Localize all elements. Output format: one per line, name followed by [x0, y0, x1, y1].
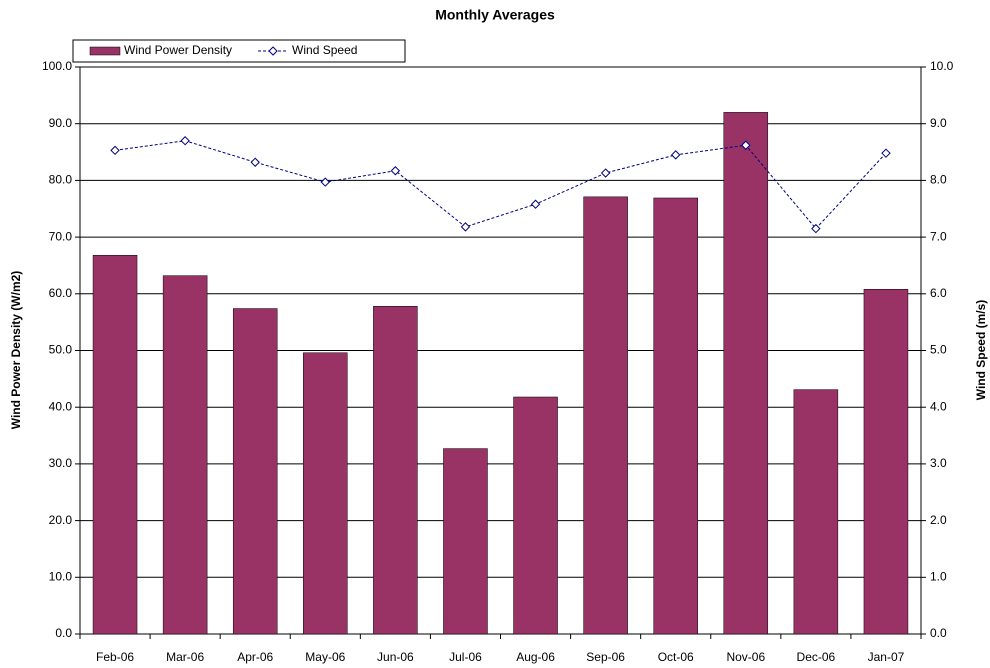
chart-title: Monthly Averages	[435, 7, 555, 23]
marker	[741, 140, 751, 150]
y2-tick-label: 3.0	[930, 456, 947, 470]
y2-tick-label: 5.0	[930, 343, 947, 357]
marker	[600, 168, 611, 178]
y-tick-label: 0.0	[55, 626, 72, 640]
bar	[723, 112, 769, 635]
marker	[180, 136, 190, 146]
y2-tick-label: 0.0	[930, 626, 947, 640]
marker	[250, 157, 260, 167]
bar	[92, 254, 138, 635]
marker	[811, 223, 821, 234]
bar	[303, 352, 348, 635]
x-tick-label: Nov-06	[726, 650, 765, 664]
y2-tick-label: 9.0	[930, 116, 947, 130]
y-tick-label: 30.0	[49, 456, 73, 470]
bar	[863, 289, 909, 635]
y-tick-label: 60.0	[49, 286, 73, 300]
y-tick-label: 80.0	[49, 173, 73, 187]
bar	[513, 396, 558, 635]
y2-axis-title: Wind Speed (m/s)	[974, 300, 988, 401]
x-tick-label: Sep-06	[586, 650, 625, 664]
y2-tick-label: 6.0	[930, 286, 947, 300]
bar	[373, 306, 418, 635]
y-tick-label: 20.0	[49, 513, 73, 527]
y2-tick-label: 8.0	[930, 173, 947, 187]
legend-label: Wind Speed	[292, 43, 357, 57]
bar	[583, 196, 628, 635]
legend-swatch	[89, 46, 121, 56]
y-axis-title: Wind Power Density (W/m2)	[9, 271, 23, 430]
line	[114, 140, 887, 230]
x-tick-label: Mar-06	[166, 650, 204, 664]
x-tick-label: Jul-06	[449, 650, 482, 664]
x-tick-label: Dec-06	[797, 650, 836, 664]
bar	[793, 389, 839, 635]
y-tick-label: 50.0	[49, 343, 73, 357]
bar	[443, 448, 488, 635]
y2-tick-label: 7.0	[930, 229, 947, 243]
marker	[881, 148, 891, 158]
marker	[671, 150, 681, 160]
x-tick-label: Jun-06	[377, 650, 414, 664]
bar	[162, 275, 208, 635]
x-tick-label: Oct-06	[658, 650, 694, 664]
x-tick-label: Apr-06	[237, 650, 273, 664]
x-tick-label: May-06	[305, 650, 345, 664]
marker	[390, 166, 401, 176]
marker	[110, 145, 120, 156]
bar	[653, 197, 698, 635]
x-tick-label: Feb-06	[96, 650, 134, 664]
marker	[530, 199, 541, 209]
marker	[460, 222, 471, 232]
legend-box	[72, 39, 406, 63]
y-tick-label: 10.0	[49, 569, 73, 583]
y2-tick-label: 1.0	[930, 569, 947, 583]
y-tick-label: 100.0	[42, 59, 72, 73]
marker	[320, 177, 330, 187]
y-tick-label: 70.0	[49, 229, 73, 243]
legend-marker	[268, 46, 278, 56]
x-tick-label: Aug-06	[516, 650, 555, 664]
bar	[232, 308, 278, 635]
y2-tick-label: 10.0	[930, 59, 954, 73]
x-tick-label: Jan-07	[868, 650, 905, 664]
y-tick-label: 40.0	[49, 399, 73, 413]
legend-label: Wind Power Density	[124, 43, 232, 57]
y2-tick-label: 2.0	[930, 513, 947, 527]
y-tick-label: 90.0	[49, 116, 73, 130]
y2-tick-label: 4.0	[930, 399, 947, 413]
